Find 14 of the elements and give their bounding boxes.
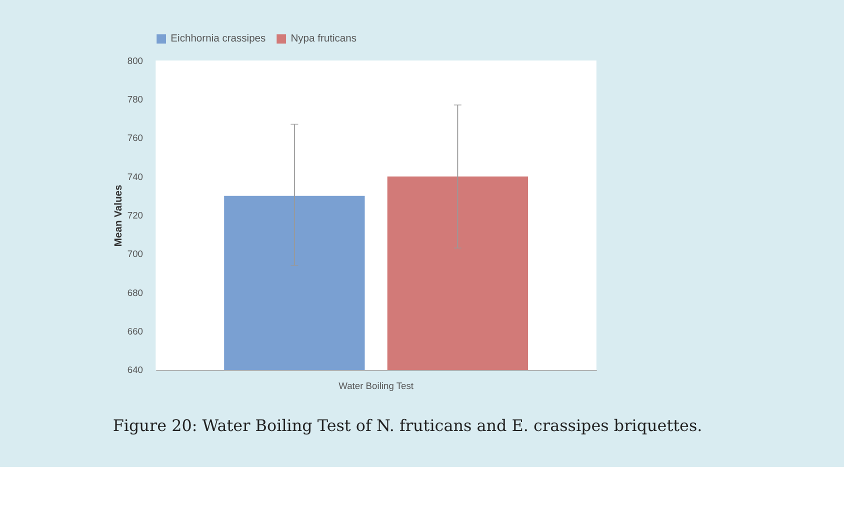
caption: Figure 20: Water Boiling Test of N. fruticans and E. crassipes briquettes.	[112, 416, 702, 435]
y-axis-title: Mean Values	[114, 184, 125, 247]
y-tick-label: 740	[127, 172, 144, 182]
legend-label: Eichhornia crassipes	[170, 34, 266, 45]
y-tick-label: 760	[127, 133, 144, 144]
legend-label: Nypa fruticans	[290, 34, 357, 45]
y-tick-label: 800	[127, 56, 144, 66]
y-tick-label: 660	[127, 326, 144, 337]
x-tick-label: Water Boiling Test	[338, 381, 414, 392]
y-tick-label: 700	[127, 249, 144, 260]
y-tick-label: 780	[127, 94, 144, 104]
y-tick-label: 720	[127, 210, 144, 220]
y-tick-label: 680	[127, 288, 144, 298]
y-tick-label: 640	[127, 365, 144, 376]
